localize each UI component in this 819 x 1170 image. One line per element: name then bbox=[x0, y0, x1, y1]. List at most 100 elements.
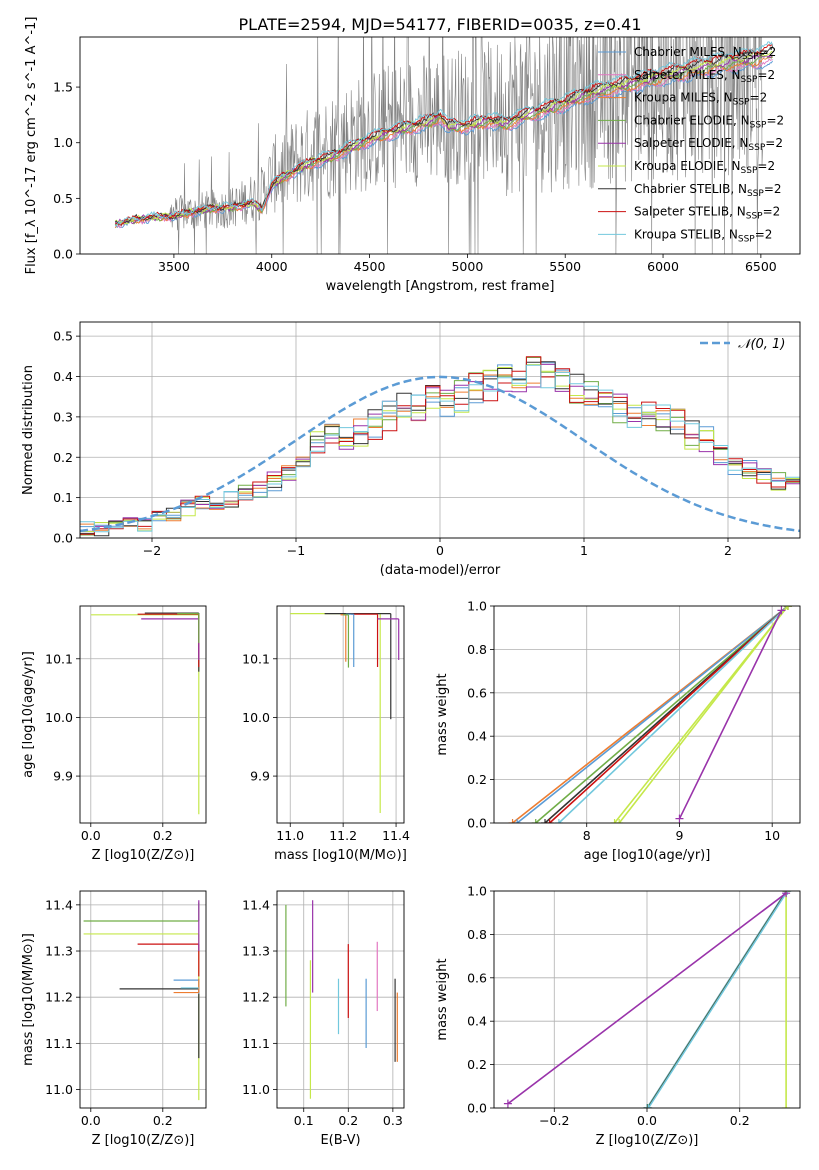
axes-frame bbox=[276, 605, 405, 824]
x-tick-label: 0.0 bbox=[81, 828, 101, 843]
legend-label: Chabrier ELODIE, NSSP=2 bbox=[634, 113, 784, 130]
plot-area bbox=[80, 356, 800, 537]
legend-subscript: SSP bbox=[733, 98, 750, 108]
x-tick-label: 0.0 bbox=[81, 1113, 101, 1128]
x-tick-label: 4000 bbox=[256, 259, 288, 274]
y-tick-label: 11.0 bbox=[45, 1082, 73, 1097]
panel-age-vs-Z: 0.0 0.2 9.9 10.0 10.1 Z [log10(Z/Z⊙)] age [log… bbox=[21, 605, 207, 863]
plot-area bbox=[290, 613, 400, 814]
y-tick-label: 0.5 bbox=[53, 191, 73, 206]
x-tick-label: 11.2 bbox=[329, 828, 357, 843]
x-axis-label: age [log10(age/yr)] bbox=[584, 848, 711, 863]
normal-curve bbox=[80, 375, 800, 533]
cumulative-line bbox=[558, 606, 789, 823]
y-tick-label: 10.0 bbox=[45, 710, 73, 725]
y-tick-label: 0.3 bbox=[53, 409, 73, 424]
y-tick-label: 10.1 bbox=[45, 651, 73, 666]
plot-area bbox=[90, 612, 200, 815]
panel-cumulative-age: 8 9 10 0.0 0.2 0.4 0.6 0.8 1.0 age [log10(age/yr)… bbox=[435, 599, 801, 863]
legend-label: 𝒩(0, 1) bbox=[738, 337, 785, 352]
y-tick-label: 0.8 bbox=[467, 927, 487, 942]
x-tick-label: 10 bbox=[764, 828, 780, 843]
y-tick-label: 0.0 bbox=[53, 531, 73, 546]
cumulative-line bbox=[535, 606, 789, 823]
histogram-step bbox=[80, 363, 800, 532]
x-tick-label: 4500 bbox=[354, 259, 386, 274]
legend-subscript: SSP bbox=[742, 52, 759, 62]
x-tick-label: 3500 bbox=[158, 259, 190, 274]
y-tick-label: 1.0 bbox=[467, 599, 487, 614]
panel-spectrum: 3500 4000 4500 5000 5500 6000 6500 0.0 0.5 1.0 1.5… bbox=[24, 17, 801, 294]
axes-frame bbox=[79, 36, 801, 255]
panel-mass-vs-ebv: 0.1 0.2 0.3 11.0 11.1 11.2 11.3 11.4 E(B-V) bbox=[242, 890, 405, 1148]
y-tick-label: 11.1 bbox=[45, 1036, 73, 1051]
cumulative-line bbox=[618, 606, 789, 823]
plus-marker bbox=[615, 819, 624, 823]
model-line bbox=[114, 60, 773, 228]
y-tick-label: 10.1 bbox=[242, 651, 270, 666]
plus-marker bbox=[503, 1099, 512, 1108]
y-tick-label: 1.0 bbox=[53, 135, 73, 150]
axes-frame bbox=[79, 321, 801, 539]
x-tick-label: 8 bbox=[583, 828, 591, 843]
y-tick-label: 0.0 bbox=[467, 816, 487, 831]
y-tick-label: 0.4 bbox=[467, 1014, 487, 1029]
x-axis-label: mass [log10(M/M⊙)] bbox=[274, 848, 407, 863]
plus-marker bbox=[531, 819, 540, 823]
y-tick-label: 0.2 bbox=[467, 1057, 487, 1072]
y-tick-label: 0.2 bbox=[467, 772, 487, 787]
axes-frame bbox=[276, 890, 405, 1109]
legend-value: =2 bbox=[757, 159, 775, 173]
y-tick-label: 10.0 bbox=[242, 710, 270, 725]
plus-marker bbox=[644, 1104, 653, 1108]
y-tick-label: 11.2 bbox=[242, 990, 270, 1005]
cumulative-line bbox=[678, 609, 783, 820]
y-tick-label: 0.4 bbox=[53, 369, 73, 384]
y-tick-label: 11.4 bbox=[242, 897, 270, 912]
y-tick-label: 0.4 bbox=[467, 729, 487, 744]
histogram-step bbox=[80, 364, 800, 533]
cumulative-line bbox=[647, 891, 789, 1108]
plus-marker bbox=[541, 819, 549, 823]
y-tick-label: 0.1 bbox=[53, 490, 73, 505]
legend-value: =2 bbox=[759, 45, 777, 59]
plot-area bbox=[83, 900, 200, 1101]
histogram-step bbox=[80, 361, 800, 537]
x-axis-label: Z [log10(Z/Z⊙)] bbox=[596, 1133, 699, 1148]
legend-label: Salpeter STELIB, NSSP=2 bbox=[634, 205, 780, 222]
plot-area bbox=[285, 900, 398, 1099]
y-axis-label: Normed distribution bbox=[21, 365, 36, 495]
y-axis-label: mass weight bbox=[435, 673, 450, 755]
legend-value: =2 bbox=[765, 136, 783, 150]
plus-marker bbox=[777, 606, 786, 615]
plot-area bbox=[508, 606, 792, 823]
y-tick-label: 11.4 bbox=[45, 897, 73, 912]
axes-frame bbox=[493, 605, 801, 824]
plus-marker bbox=[554, 819, 563, 823]
legend-value: =2 bbox=[750, 91, 768, 105]
spectrum-data-line bbox=[115, 37, 763, 254]
legend-value: =2 bbox=[764, 182, 782, 196]
y-tick-label: 0.6 bbox=[467, 685, 487, 700]
cumulative-line bbox=[549, 606, 789, 823]
x-axis-label: wavelength [Angstrom, rest frame] bbox=[326, 279, 555, 294]
plus-marker bbox=[782, 891, 791, 898]
x-tick-label: 1 bbox=[580, 543, 588, 558]
x-tick-label: −2 bbox=[143, 543, 161, 558]
plus-marker bbox=[513, 819, 522, 823]
legend-subscript: SSP bbox=[741, 166, 758, 176]
y-tick-label: 11.1 bbox=[242, 1036, 270, 1051]
plot-area bbox=[114, 37, 774, 254]
x-axis-label: Z [log10(Z/Z⊙)] bbox=[92, 1133, 195, 1148]
x-tick-label: 2 bbox=[724, 543, 732, 558]
histogram-step bbox=[80, 357, 800, 536]
y-axis-label: age [log10(age/yr)] bbox=[21, 651, 36, 778]
y-tick-label: 0.0 bbox=[467, 1101, 487, 1116]
y-axis-label: Flux [f_λ 10^-17 erg cm^-2 s^-1 A^-1] bbox=[24, 17, 39, 275]
y-tick-label: 0.5 bbox=[53, 329, 73, 344]
histogram-step bbox=[80, 356, 800, 535]
plus-marker bbox=[782, 1104, 791, 1108]
y-tick-label: 0.2 bbox=[53, 450, 73, 465]
y-axis-label: mass weight bbox=[435, 958, 450, 1040]
legend-subscript: SSP bbox=[747, 189, 764, 199]
